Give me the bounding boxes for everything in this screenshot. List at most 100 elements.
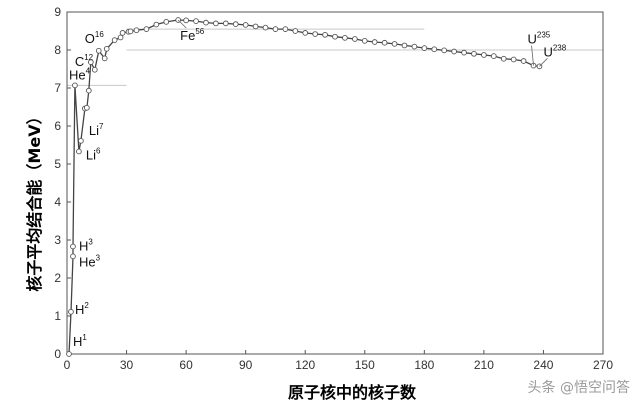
y-tick-label: 7 — [54, 81, 61, 95]
data-point — [302, 30, 309, 36]
data-point — [461, 49, 467, 56]
data-point — [101, 55, 108, 62]
data-point — [520, 58, 527, 64]
x-tick-label: 30 — [120, 358, 134, 372]
leader-line — [531, 45, 534, 66]
data-point — [391, 41, 398, 47]
x-axis-title: 原子核中的核子数 — [288, 383, 417, 402]
isotope-label: He3 — [79, 253, 101, 269]
data-point — [401, 42, 408, 49]
y-tick-label: 9 — [54, 5, 61, 19]
data-point — [322, 31, 328, 38]
data-point — [490, 53, 497, 59]
leader-line — [177, 19, 187, 29]
data-point — [381, 39, 388, 46]
data-point — [222, 20, 229, 27]
isotope-label: H3 — [79, 237, 93, 253]
data-point — [117, 34, 124, 41]
isotope-label: C12 — [75, 53, 94, 69]
data-point — [451, 48, 457, 55]
data-point — [352, 36, 358, 42]
data-point — [72, 82, 78, 89]
isotope-label: O16 — [85, 30, 105, 46]
data-point — [371, 39, 378, 45]
y-tick-label: 6 — [54, 119, 61, 133]
data-point — [193, 18, 199, 24]
data-point — [78, 137, 84, 144]
data-point — [361, 38, 368, 44]
data-point — [85, 87, 92, 94]
data-point — [103, 46, 110, 52]
data-point — [68, 308, 74, 315]
data-point — [232, 21, 239, 28]
isotope-label: Li6 — [86, 146, 101, 162]
x-tick-label: 120 — [295, 358, 315, 372]
tick-labels: 0 30 60 90 120 150 180 210 240 270 0 1 2 3 4 5 6 7 8 9 — [54, 5, 613, 372]
data-point — [76, 148, 82, 155]
leader-line — [539, 58, 548, 67]
isotope-label: H1 — [73, 333, 87, 349]
x-tick-label: 270 — [593, 358, 613, 372]
data-points — [66, 17, 543, 357]
data-point — [342, 34, 348, 41]
isotope-label: Li7 — [89, 122, 104, 138]
data-point — [153, 21, 160, 28]
isotope-label: U238 — [543, 43, 566, 59]
isotope-label: H2 — [75, 301, 89, 317]
y-tick-label: 3 — [54, 233, 61, 247]
binding-energy-line — [68, 19, 540, 355]
data-point — [441, 47, 448, 54]
data-point — [500, 55, 507, 62]
x-tick-label: 90 — [239, 358, 253, 372]
isotope-label: U235 — [528, 31, 551, 47]
y-tick-label: 1 — [54, 309, 61, 323]
data-point — [66, 351, 72, 357]
data-point — [272, 26, 279, 32]
data-point — [510, 56, 517, 63]
data-point — [471, 50, 477, 57]
data-point — [70, 243, 76, 250]
data-point — [133, 27, 140, 34]
data-point — [87, 59, 94, 66]
x-tick-label: 60 — [179, 358, 193, 372]
data-point — [262, 24, 269, 31]
watermark: 头条 @悟空问答 — [528, 379, 630, 396]
data-point — [203, 19, 209, 26]
data-point — [84, 104, 90, 111]
y-tick-label: 0 — [54, 347, 61, 361]
data-point — [91, 66, 98, 73]
isotope-label: Fe56 — [180, 27, 205, 43]
data-point — [183, 17, 189, 24]
data-point — [252, 23, 259, 30]
data-point — [312, 31, 318, 37]
x-tick-label: 180 — [414, 358, 434, 372]
data-point — [95, 47, 102, 54]
x-tick-label: 150 — [355, 358, 375, 372]
plot-frame — [66, 11, 604, 355]
data-point — [421, 45, 428, 51]
data-point — [282, 26, 289, 32]
axes — [66, 11, 604, 355]
y-tick-label: 4 — [54, 195, 61, 209]
y-tick-label: 5 — [54, 157, 61, 171]
x-tick-label: 0 — [64, 358, 71, 372]
x-tick-label: 210 — [474, 358, 494, 372]
data-point — [143, 26, 150, 32]
data-point — [411, 43, 418, 50]
y-tick-label: 8 — [54, 43, 61, 57]
data-point — [431, 46, 438, 53]
data-point — [292, 28, 299, 34]
data-point — [111, 37, 118, 43]
data-point — [127, 28, 134, 35]
data-point — [163, 19, 170, 25]
data-point — [119, 30, 126, 36]
y-tick-label: 2 — [54, 271, 61, 285]
data-point — [242, 22, 249, 28]
data-point — [481, 52, 487, 58]
data-point — [213, 20, 219, 27]
series-line — [68, 19, 540, 355]
isotope-label: He4 — [69, 66, 91, 82]
data-point — [332, 33, 338, 40]
data-point — [70, 253, 76, 260]
